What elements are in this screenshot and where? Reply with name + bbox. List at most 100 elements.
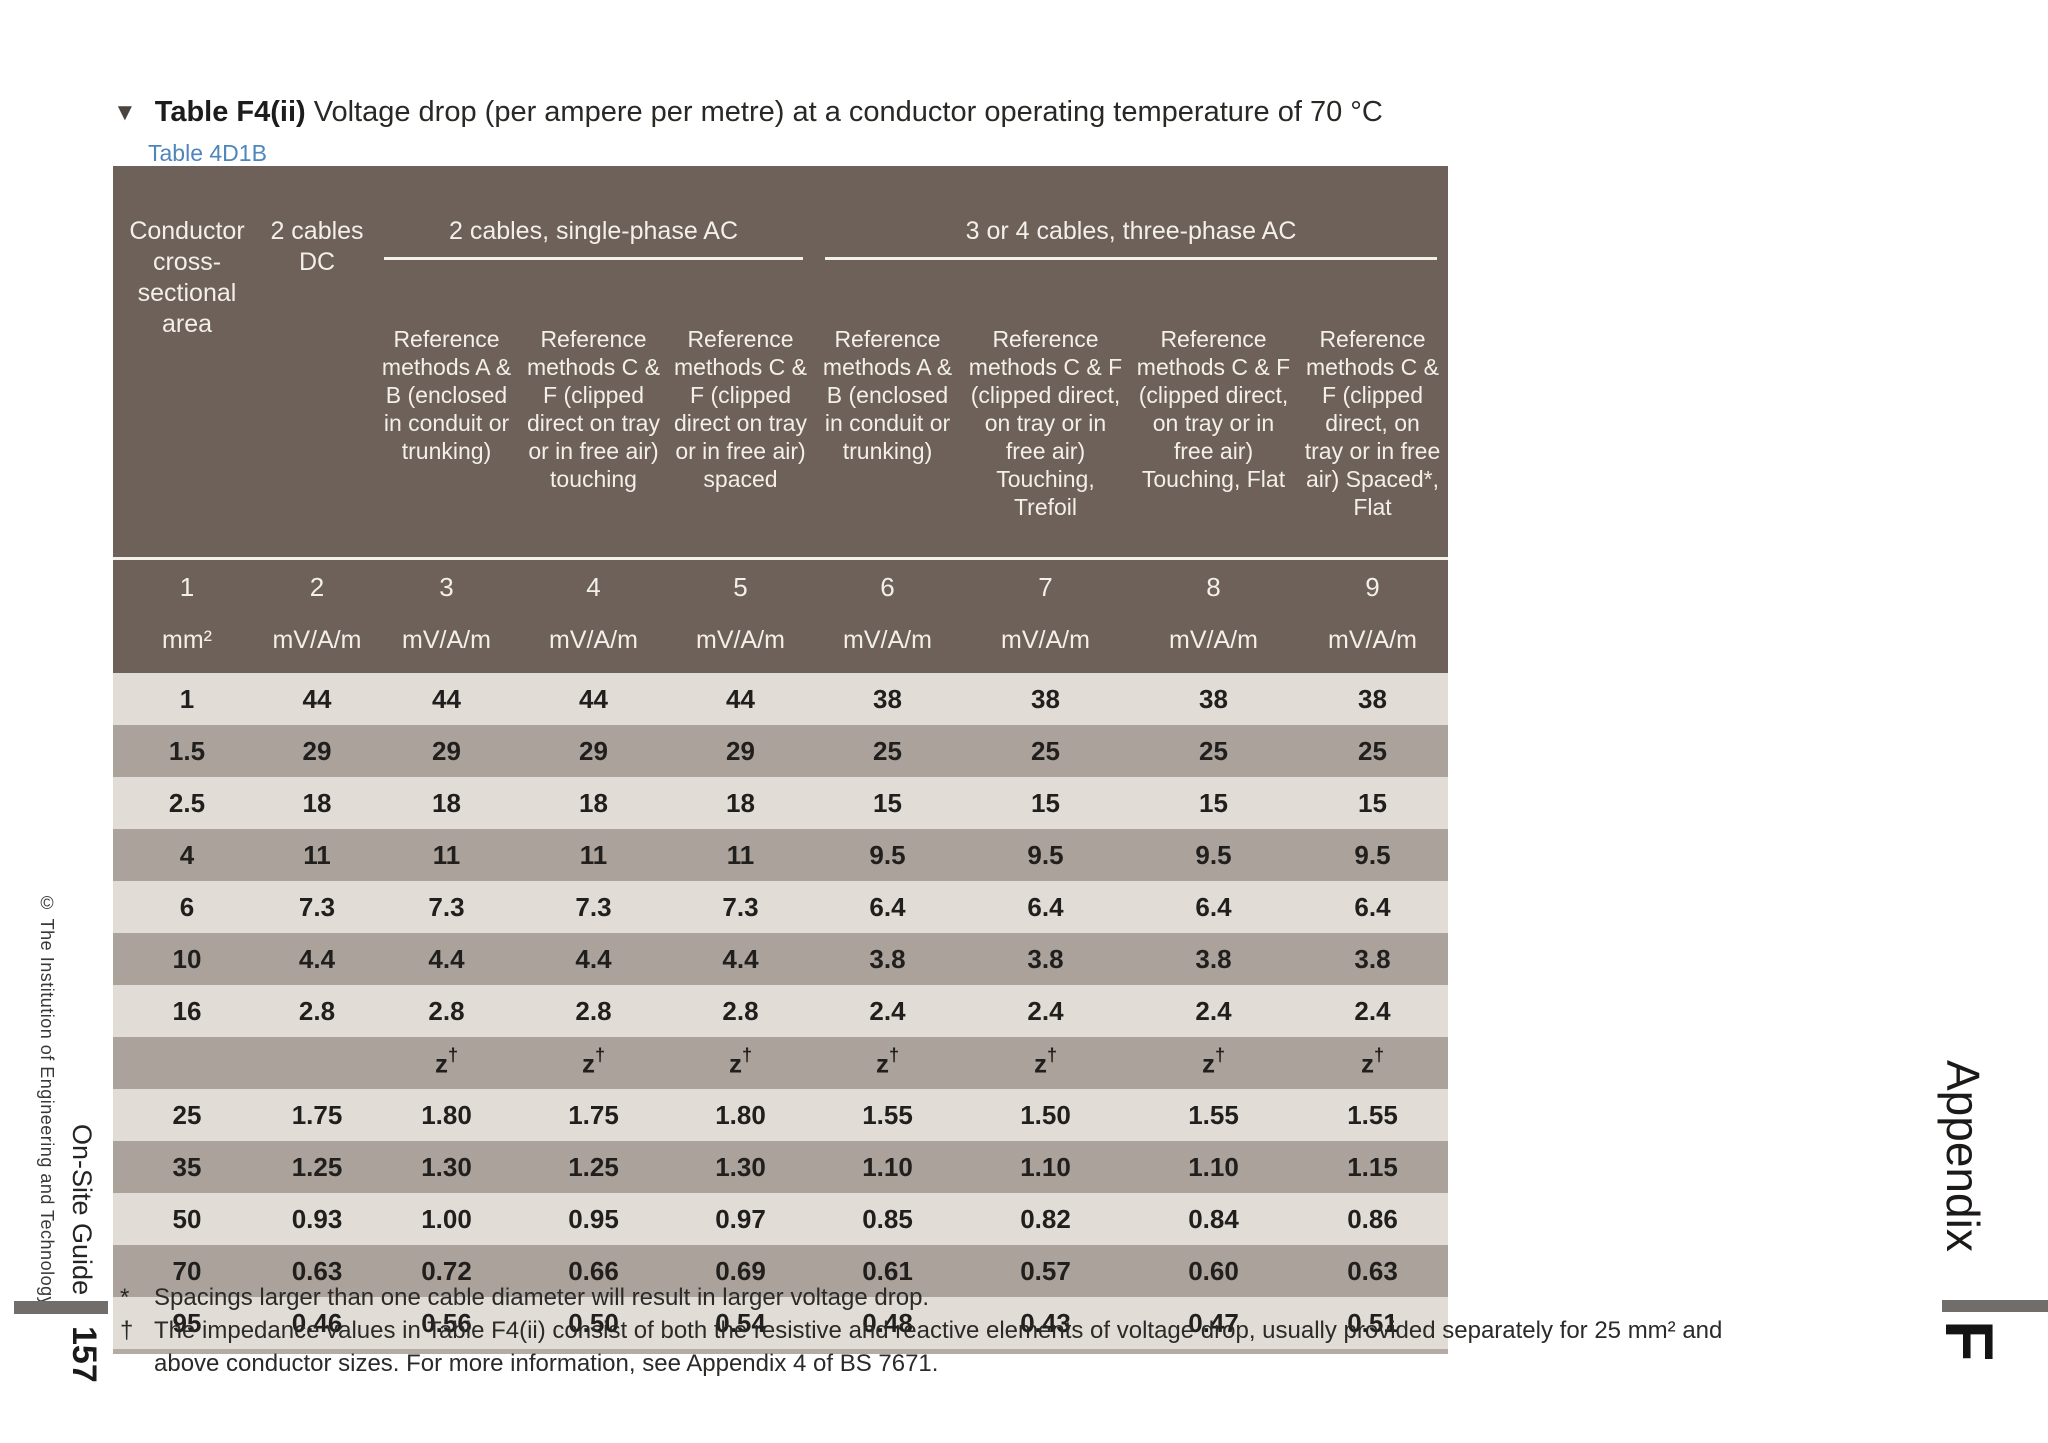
table-cell: 0.84 (1130, 1193, 1297, 1245)
table-cell: 38 (1130, 673, 1297, 725)
header-group-three-phase: 3 or 4 cables, three-phase AC (814, 166, 1448, 321)
table-cell: 7.3 (373, 881, 520, 933)
table-title: Table F4(ii) Voltage drop (per ampere pe… (155, 96, 1383, 129)
table-cell: 29 (520, 725, 667, 777)
table-cell: 3.8 (1130, 933, 1297, 985)
table-row: 25 1.75 1.80 1.75 1.80 1.55 1.50 1.55 1.55 (113, 1089, 1448, 1141)
table-cell: 2.5 (113, 777, 261, 829)
table-cell: z† (667, 1037, 814, 1089)
footnote-impedance: † The impedance values in Table F4(ii) c… (120, 1314, 1800, 1380)
table-cell: 70 (113, 1245, 261, 1297)
table-cell: 11 (667, 829, 814, 881)
column-number: 3 (373, 557, 520, 614)
footnotes: * Spacings larger than one cable diamete… (120, 1281, 1800, 1380)
header-method: Reference methods C & F (clipped direct,… (961, 321, 1130, 559)
table-cell: 1.5 (113, 725, 261, 777)
table-cell: 1.75 (261, 1089, 373, 1141)
table-cell: 38 (961, 673, 1130, 725)
column-number: 4 (520, 557, 667, 614)
appendix-divider-bar (1942, 1300, 2048, 1312)
table-cell: 0.97 (667, 1193, 814, 1245)
table-cell: 0.60 (1130, 1245, 1297, 1297)
table-cell: 6.4 (961, 881, 1130, 933)
triangle-marker-icon: ▼ (113, 99, 137, 126)
table-cell: 6.4 (1297, 881, 1448, 933)
copyright-vertical-text: © The Institution of Engineering and Tec… (37, 893, 57, 1307)
page-number-divider-bar (14, 1301, 108, 1314)
table-row: 2.5 18 18 18 18 15 15 15 15 (113, 777, 1448, 829)
column-unit: mV/A/m (667, 614, 814, 673)
column-unit: mV/A/m (373, 614, 520, 673)
table-body: 1 44 44 44 44 38 38 38 38 1.5 29 29 29 29 25 25 25 25 2.5 1… (113, 673, 1448, 1349)
table-cell: 0.51 (1297, 1297, 1448, 1349)
table-cell: 1.15 (1297, 1141, 1448, 1193)
table-cell: 6.4 (814, 881, 961, 933)
table-cell: 50 (113, 1193, 261, 1245)
table-cell: 4.4 (520, 933, 667, 985)
table-cell: 2.8 (373, 985, 520, 1037)
table-cell: 25 (1297, 725, 1448, 777)
header-method: Reference methods A & B (enclosed in con… (814, 321, 961, 559)
column-unit: mV/A/m (1297, 614, 1448, 673)
table-cell (113, 1037, 261, 1089)
table-cell: 25 (961, 725, 1130, 777)
header-methods-row: Reference methods A & B (enclosed in con… (113, 321, 1448, 559)
table-caption: ▼ Table F4(ii) Voltage drop (per ampere … (113, 96, 1383, 129)
footnote-spacing: * Spacings larger than one cable diamete… (120, 1281, 1800, 1314)
table-row: 70 0.63 0.72 0.66 0.69 0.61 0.57 0.60 0.63 (113, 1245, 1448, 1297)
table-cell: 9.5 (961, 829, 1130, 881)
table-cell: 10 (113, 933, 261, 985)
footnote-marker-dagger: † (120, 1317, 134, 1344)
table-cell: 1.55 (814, 1089, 961, 1141)
table-cell: 4.4 (373, 933, 520, 985)
table-cell: 1.75 (520, 1089, 667, 1141)
table-cell: 1.10 (961, 1141, 1130, 1193)
table-cell: 0.56 (373, 1297, 520, 1349)
appendix-label-vertical-text: Appendix (1937, 1060, 1989, 1252)
table-cell: 4 (113, 829, 261, 881)
table-title-text: Voltage drop (per ampere per metre) at a… (305, 96, 1383, 128)
table-cell: 3.8 (814, 933, 961, 985)
table-row: 4 11 11 11 11 9.5 9.5 9.5 9.5 (113, 829, 1448, 881)
table-cell: 1.55 (1297, 1089, 1448, 1141)
column-number: 6 (814, 557, 961, 614)
header-conductor-area: Conductor cross-sectional area (113, 166, 261, 559)
table-row: 1 44 44 44 44 38 38 38 38 (113, 673, 1448, 725)
page-number: 157 (65, 1326, 103, 1383)
table-cell: 9.5 (814, 829, 961, 881)
table-cell: 0.46 (261, 1297, 373, 1349)
voltage-drop-table-container: Conductor cross-sectional area 2 cables … (113, 166, 1448, 1354)
column-unit: mV/A/m (1130, 614, 1297, 673)
table-cell: 25 (113, 1089, 261, 1141)
footnote-marker-asterisk: * (120, 1284, 130, 1311)
table-cell: 0.82 (961, 1193, 1130, 1245)
table-cell: 0.86 (1297, 1193, 1448, 1245)
table-cell: 38 (814, 673, 961, 725)
table-cell: 0.57 (961, 1245, 1130, 1297)
table-cell: 1 (113, 673, 261, 725)
table-row: 95 0.46 0.56 0.50 0.54 0.48 0.43 0.47 0.51 (113, 1297, 1448, 1349)
table-row: 50 0.93 1.00 0.95 0.97 0.85 0.82 0.84 0.86 (113, 1193, 1448, 1245)
table-cell: 3.8 (961, 933, 1130, 985)
table-cell: 3.8 (1297, 933, 1448, 985)
table-cell: 0.93 (261, 1193, 373, 1245)
table-title-number: Table F4(ii) (154, 96, 306, 128)
table-cell: 44 (373, 673, 520, 725)
column-unit: mm² (113, 614, 261, 673)
table-cell: 0.54 (667, 1297, 814, 1349)
table-cell: 44 (261, 673, 373, 725)
table-cell: 25 (814, 725, 961, 777)
table-cell: 15 (961, 777, 1130, 829)
table-cell: 1.00 (373, 1193, 520, 1245)
table-cell: 1.25 (520, 1141, 667, 1193)
source-table-reference-link[interactable]: Table 4D1B (148, 140, 267, 166)
table-cell (261, 1037, 373, 1089)
header-method: Reference methods C & F (clipped direct … (667, 321, 814, 559)
table-cell: z† (373, 1037, 520, 1089)
table-cell: 18 (667, 777, 814, 829)
table-cell: 15 (814, 777, 961, 829)
voltage-drop-table: Conductor cross-sectional area 2 cables … (113, 166, 1448, 1349)
table-cell: 7.3 (667, 881, 814, 933)
table-cell: 2.4 (1130, 985, 1297, 1037)
